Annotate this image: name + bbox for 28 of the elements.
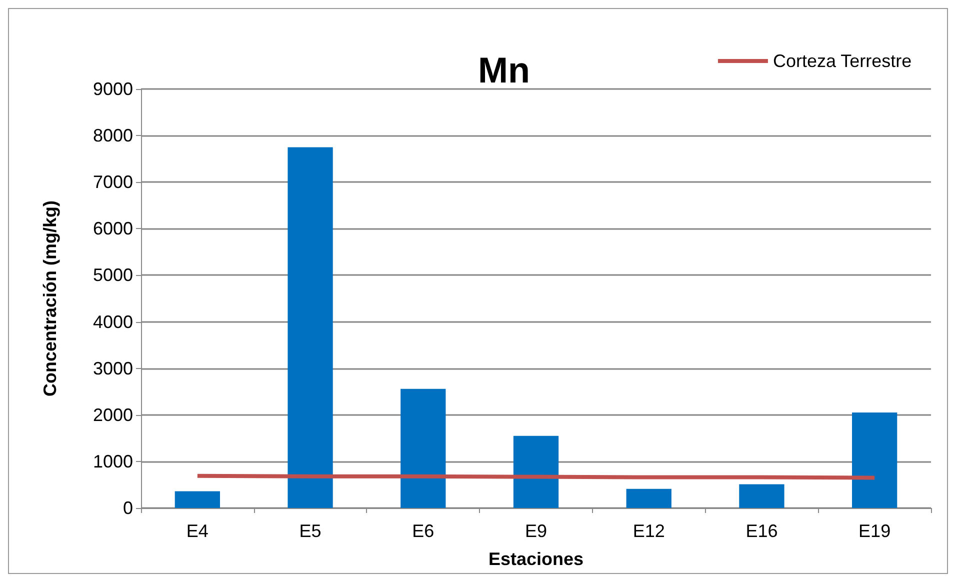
bar	[852, 412, 898, 508]
x-tick-label: E19	[858, 521, 891, 541]
bar	[739, 484, 784, 508]
y-tick-label: 5000	[92, 265, 133, 286]
bar	[174, 491, 220, 508]
bar	[400, 388, 446, 508]
x-axis-title: Estaciones	[488, 549, 584, 569]
y-tick-label: 2000	[92, 404, 133, 425]
y-tick-label: 7000	[92, 172, 133, 192]
x-tick-label: E4	[186, 521, 208, 541]
x-tick-label: E12	[632, 521, 665, 541]
y-tick-label: 8000	[92, 126, 133, 146]
bar	[626, 488, 672, 508]
y-tick-label: 1000	[92, 451, 133, 472]
x-tick-label: E6	[412, 521, 434, 541]
x-tick-label: E5	[299, 521, 322, 541]
y-axis-title: Concentración (mg/kg)	[40, 200, 60, 397]
chart-title: Mn	[478, 50, 530, 90]
legend-label: Corteza Terrestre	[772, 51, 912, 71]
bar	[513, 436, 559, 508]
y-tick-label: 4000	[92, 312, 133, 332]
x-tick-label: E9	[524, 521, 548, 541]
y-tick-label: 3000	[92, 358, 133, 378]
x-tick-label: E16	[746, 521, 778, 541]
y-tick-label: 0	[122, 498, 133, 518]
bar	[288, 147, 333, 508]
y-tick-label: 6000	[92, 218, 133, 239]
y-tick-label: 9000	[92, 79, 133, 99]
